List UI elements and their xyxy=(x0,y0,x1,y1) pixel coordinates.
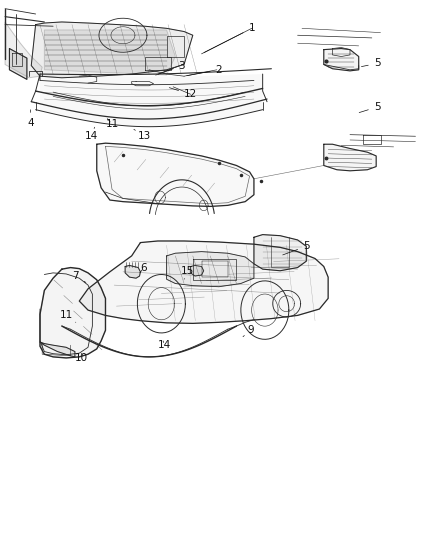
Text: 6: 6 xyxy=(140,263,147,273)
Text: 2: 2 xyxy=(187,65,223,76)
Text: 14: 14 xyxy=(158,340,171,350)
Polygon shape xyxy=(125,265,141,278)
Polygon shape xyxy=(254,235,306,271)
Text: 4: 4 xyxy=(27,110,34,128)
Polygon shape xyxy=(40,74,263,127)
Polygon shape xyxy=(166,252,254,287)
Text: 12: 12 xyxy=(169,87,197,99)
Text: 5: 5 xyxy=(283,241,310,255)
Text: 9: 9 xyxy=(243,325,254,337)
Text: 13: 13 xyxy=(134,130,152,141)
Polygon shape xyxy=(324,49,359,71)
Polygon shape xyxy=(40,268,106,358)
Polygon shape xyxy=(191,265,204,276)
Polygon shape xyxy=(44,30,175,75)
Polygon shape xyxy=(97,143,254,206)
Text: 15: 15 xyxy=(181,266,194,279)
Text: 10: 10 xyxy=(75,353,88,363)
Polygon shape xyxy=(31,22,193,78)
Text: 5: 5 xyxy=(359,102,380,112)
Text: 3: 3 xyxy=(158,61,185,74)
Text: 11: 11 xyxy=(106,119,119,129)
Polygon shape xyxy=(79,241,328,324)
Text: 11: 11 xyxy=(60,310,76,322)
Polygon shape xyxy=(324,144,376,171)
Text: 7: 7 xyxy=(72,271,86,282)
Text: 14: 14 xyxy=(85,127,98,141)
Polygon shape xyxy=(40,342,75,357)
Text: 5: 5 xyxy=(361,59,380,68)
Polygon shape xyxy=(10,49,27,79)
Polygon shape xyxy=(5,22,42,78)
Text: 1: 1 xyxy=(204,23,255,53)
